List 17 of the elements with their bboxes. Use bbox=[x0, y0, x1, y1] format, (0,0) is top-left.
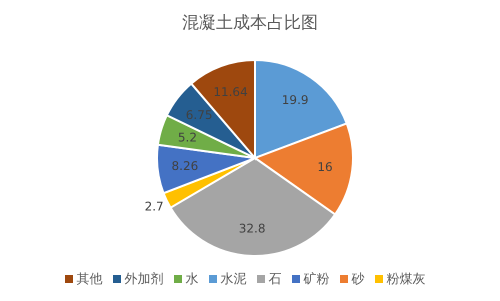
legend-label: 粉煤灰 bbox=[386, 272, 426, 287]
legend-label: 石 bbox=[268, 272, 282, 287]
legend-label: 其他 bbox=[76, 272, 102, 287]
legend-label: 水 bbox=[186, 272, 198, 287]
data-label: 19.9 bbox=[282, 92, 309, 107]
legend-label: 矿粉 bbox=[304, 272, 330, 287]
data-label: 5.2 bbox=[178, 130, 198, 145]
data-label: 32.8 bbox=[238, 222, 266, 236]
data-label: 11.64 bbox=[213, 84, 248, 99]
data-label: 6.75 bbox=[186, 108, 212, 122]
legend-label: 砂 bbox=[352, 272, 364, 287]
data-label: 2.7 bbox=[144, 200, 164, 214]
data-label: 8.26 bbox=[172, 159, 198, 174]
data-label: 16 bbox=[317, 160, 333, 174]
legend-label: 外加剂 bbox=[124, 272, 164, 287]
legend-label: 水泥 bbox=[220, 272, 246, 287]
chart-title: 混凝土成本占比图 bbox=[181, 12, 319, 35]
